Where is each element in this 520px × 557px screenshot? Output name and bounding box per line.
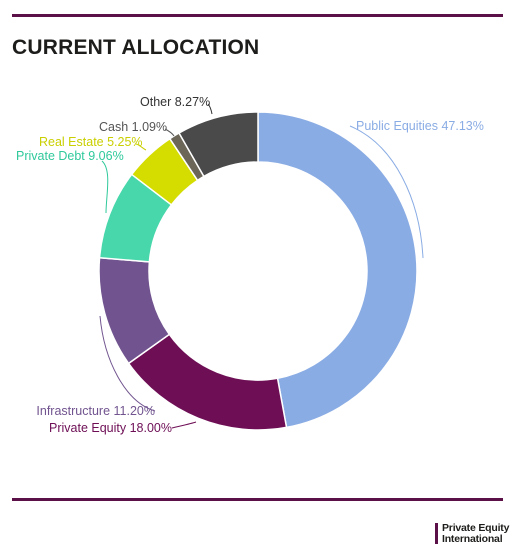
brand-logo: Private Equity International xyxy=(435,523,509,544)
leader-private-equity xyxy=(171,421,197,429)
leader-public-equities xyxy=(349,125,424,259)
leader-private-debt xyxy=(101,160,109,214)
donut-slices xyxy=(98,111,418,431)
label-public-equities: Public Equities 47.13% xyxy=(356,119,484,133)
leader-cash xyxy=(164,128,175,137)
brand-line-2: International xyxy=(442,532,503,545)
label-leaders xyxy=(99,103,424,429)
slice-public-equities xyxy=(257,111,418,429)
chart-title: CURRENT ALLOCATION xyxy=(12,36,260,59)
label-cash: Cash 1.09% xyxy=(99,120,167,134)
label-other: Other 8.27% xyxy=(140,95,210,109)
label-infrastructure: Infrastructure 11.20% xyxy=(36,404,155,418)
top-rule xyxy=(12,14,503,17)
slice-other xyxy=(178,111,259,178)
label-real-estate: Real Estate 5.25% xyxy=(39,135,143,149)
brand-line-1: Private Equity xyxy=(442,522,510,534)
brand-bar xyxy=(435,523,438,544)
label-private-debt: Private Debt 9.06% xyxy=(16,149,124,163)
slice-labels: Public Equities 47.13% Private Equity 18.… xyxy=(16,95,484,435)
label-private-equity: Private Equity 18.00% xyxy=(49,421,172,435)
bottom-rule xyxy=(12,498,503,501)
leader-other xyxy=(207,103,213,115)
leader-infrastructure xyxy=(99,315,156,412)
leader-real-estate xyxy=(135,143,147,151)
